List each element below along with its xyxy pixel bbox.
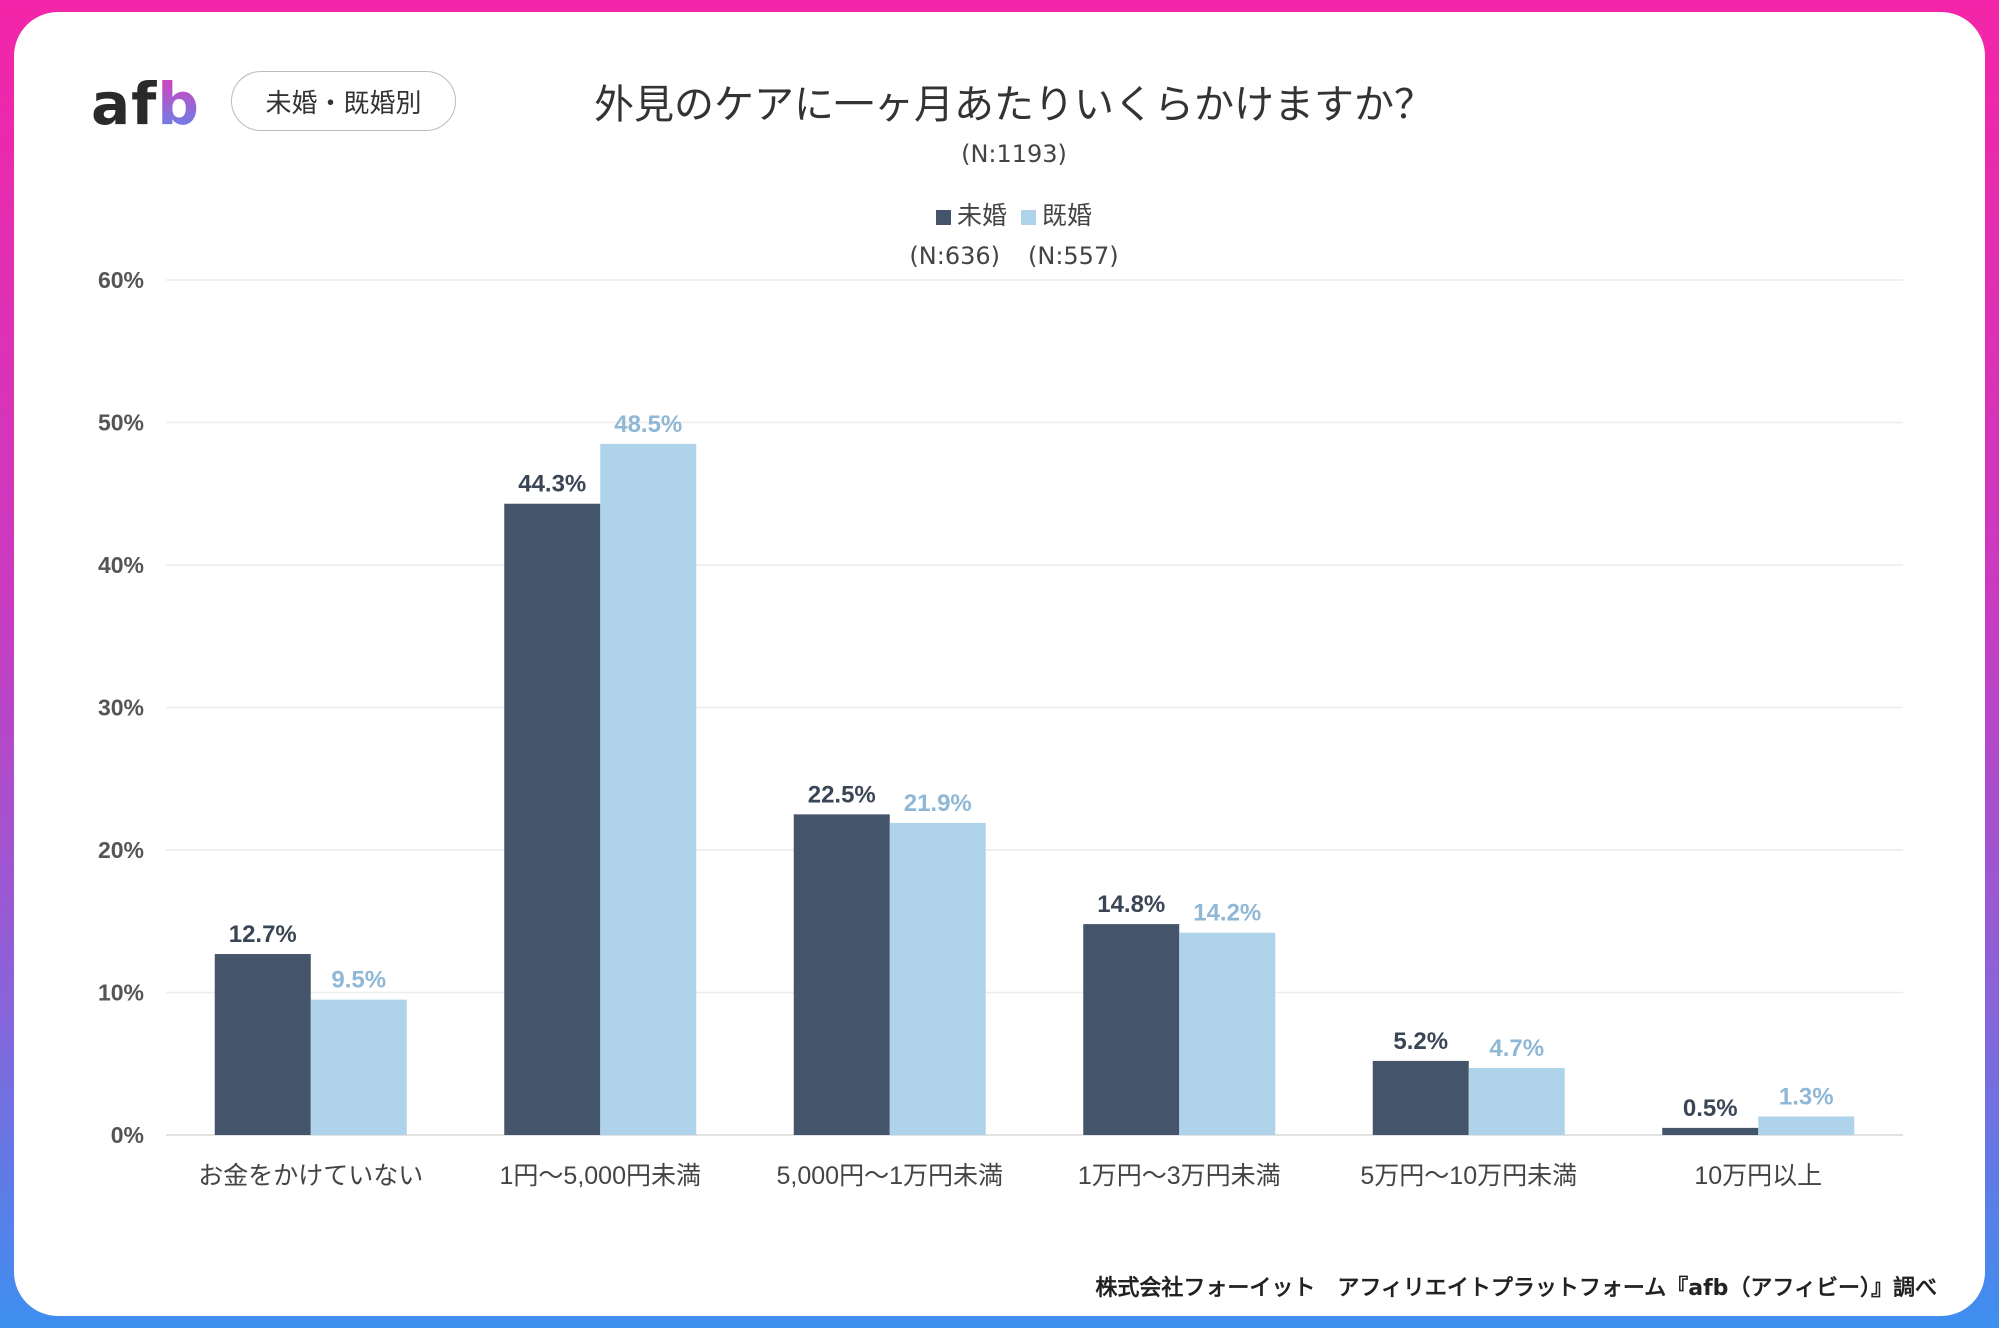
legend-swatch — [935, 209, 951, 225]
y-tick-label: 20% — [98, 837, 144, 863]
legend-swatch — [1021, 209, 1036, 225]
y-tick-label: 10% — [98, 980, 144, 1006]
bar-unmarried — [1083, 924, 1180, 1135]
x-category-label: 1万円〜3万円未満 — [1078, 1162, 1281, 1190]
data-label: 4.7% — [1489, 1035, 1544, 1062]
bar-unmarried — [504, 503, 601, 1136]
x-category-label: 10万円以上 — [1694, 1162, 1822, 1190]
legend-label: 既婚 — [1042, 201, 1093, 230]
legend-sample-sizes: (N:636) (N:557) — [874, 242, 1154, 270]
data-label: 1.3% — [1779, 1083, 1834, 1110]
bar-married — [310, 999, 407, 1135]
data-label: 9.5% — [331, 967, 386, 994]
sample-size-married: (N:557) — [1028, 242, 1119, 270]
x-category-label: お金をかけていない — [198, 1162, 423, 1190]
y-tick-label: 50% — [98, 410, 144, 436]
y-tick-label: 30% — [98, 695, 144, 721]
y-tick-label: 0% — [111, 1122, 144, 1148]
sample-size-unmarried: (N:636) — [909, 242, 1000, 270]
x-category-label: 5万円〜10万円未満 — [1360, 1162, 1577, 1190]
source-credit: 株式会社フォーイット アフィリエイトプラットフォーム『afb（アフィビー）』調べ — [1095, 1276, 1937, 1301]
bar-married — [889, 822, 986, 1135]
data-label: 22.5% — [808, 781, 876, 808]
chart-card: afb 未婚・既婚別 外見のケアに一ヶ月あたりいくらかけますか？ (N:1193… — [14, 12, 1985, 1316]
data-label: 5.2% — [1393, 1028, 1448, 1055]
legend-item-married: 既婚 — [1021, 196, 1092, 232]
y-tick-label: 40% — [98, 552, 144, 578]
legend-item-unmarried: 未婚 — [935, 196, 1007, 232]
data-label: 14.2% — [1193, 900, 1261, 927]
segment-badge: 未婚・既婚別 — [231, 71, 456, 131]
bar-married — [1468, 1068, 1565, 1135]
bar-unmarried — [214, 954, 311, 1135]
bar-married — [1758, 1116, 1855, 1135]
x-category-label: 1円〜5,000円未満 — [500, 1162, 701, 1190]
legend: 未婚 既婚 — [894, 196, 1134, 232]
data-label: 44.3% — [518, 471, 586, 498]
y-tick-label: 60% — [98, 267, 144, 293]
data-label: 12.7% — [229, 921, 297, 948]
data-label: 21.9% — [904, 790, 972, 817]
bar-unmarried — [1662, 1127, 1759, 1135]
sample-size-total: (N:1193) — [961, 140, 1067, 168]
chart-title: 外見のケアに一ヶ月あたりいくらかけますか？ — [594, 82, 1434, 128]
x-category-label: 5,000円〜1万円未満 — [777, 1162, 1003, 1190]
bar-unmarried — [793, 814, 890, 1135]
afb-logo: afb — [91, 70, 200, 138]
bar-unmarried — [1372, 1060, 1469, 1135]
bar-married — [1179, 932, 1276, 1135]
bar-married — [600, 443, 697, 1135]
data-label: 14.8% — [1097, 891, 1165, 918]
legend-label: 未婚 — [956, 201, 1007, 230]
data-label: 48.5% — [614, 411, 682, 438]
data-label: 0.5% — [1683, 1095, 1738, 1122]
